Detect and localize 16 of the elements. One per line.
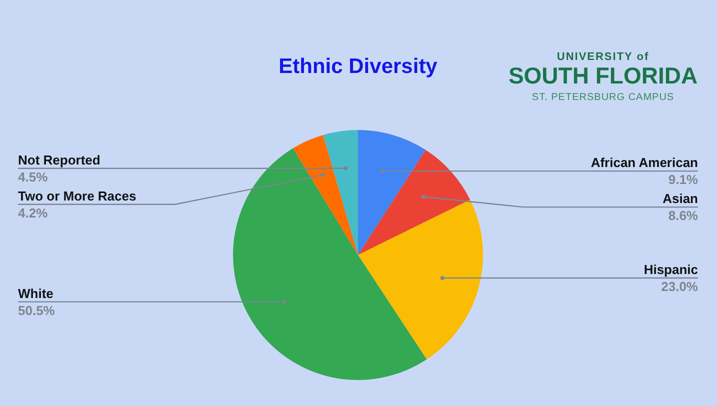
data-label: 50.5% [18,302,56,318]
slice-label: Hispanic [644,262,698,277]
text: SOUTH FLORIDA [508,62,698,88]
data-label: 4.5% [18,169,48,184]
data-label: 9.1% [668,172,698,188]
data-label: 8.6% [668,208,698,224]
slice-label: White [18,286,54,301]
text: UNIVERSITY of [556,51,650,64]
data-label: 23.0% [661,279,698,294]
chart-title: Ethnic Diversity [278,54,438,78]
data-label: 4.2% [18,205,48,220]
slice-label: African American [590,155,698,170]
slice-label: Not Reported [18,152,100,168]
text: ST. PETERSBURG CAMPUS [532,92,674,103]
slice-label: Asian [662,191,698,206]
slice-label: Two or More Races [18,188,136,204]
